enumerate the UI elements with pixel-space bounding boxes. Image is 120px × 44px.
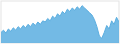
area-fill [1,6,119,43]
chart-svg [0,0,120,44]
area-line [1,6,119,39]
plot-frame [1,1,119,43]
plot-area [1,6,119,43]
chart-container [0,0,120,44]
